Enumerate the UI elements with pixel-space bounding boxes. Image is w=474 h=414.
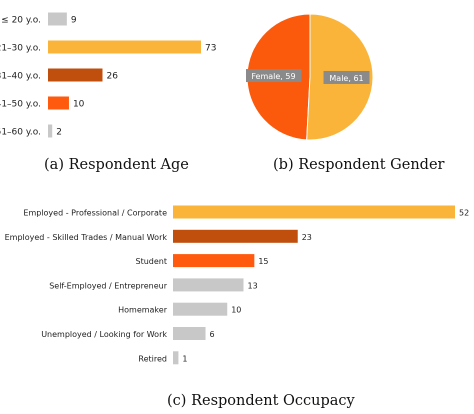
occupancy-category-label: Unemployed / Looking for Work xyxy=(41,330,167,339)
occupancy-category-label: Retired xyxy=(138,354,167,363)
caption-gender-text: Respondent Gender xyxy=(298,157,445,173)
age-category-label: 31–40 y.o. xyxy=(0,72,41,82)
gender-pie-chart: Female, 59 Male, 61 xyxy=(246,13,374,141)
occupancy-category-label: Student xyxy=(136,257,168,266)
caption-gender-letter: b xyxy=(278,157,288,173)
caption-gender: (b) Respondent Gender xyxy=(273,157,445,173)
caption-occupancy-letter: c xyxy=(172,393,181,409)
age-bar xyxy=(48,96,69,110)
caption-occupancy-text: Respondent Occupacy xyxy=(191,393,355,409)
age-value-label: 26 xyxy=(106,72,118,82)
age-category-label: 51–60 y.o. xyxy=(0,128,41,138)
occupancy-bar xyxy=(173,278,244,292)
pie-slice-label: Female, 59 xyxy=(251,72,295,81)
age-chart: ≤ 20 y.o. 9 21–30 y.o. 73 31–40 y.o. 26 41–50 … xyxy=(0,12,216,138)
occupancy-category-label: Homemaker xyxy=(118,306,168,315)
age-value-label: 10 xyxy=(73,100,85,110)
occupancy-value-label: 15 xyxy=(258,257,268,266)
occupancy-category-label: Employed - Skilled Trades / Manual Work xyxy=(5,233,168,242)
pie-label-background xyxy=(323,70,370,84)
age-value-label: 73 xyxy=(205,44,216,54)
occupancy-chart: Employed - Professional / Corporate 52 Emp… xyxy=(5,205,469,365)
occupancy-bar xyxy=(173,254,255,268)
age-bar xyxy=(48,12,67,26)
age-category-label: 21–30 y.o. xyxy=(0,44,41,54)
occupancy-value-label: 23 xyxy=(302,233,312,242)
occupancy-value-label: 52 xyxy=(459,209,469,218)
occupancy-bar xyxy=(173,302,228,316)
pie-slice-label: Male, 61 xyxy=(329,74,363,83)
occupancy-bar xyxy=(173,205,455,219)
occupancy-bar xyxy=(173,229,298,243)
caption-age: (a) Respondent Age xyxy=(44,157,189,173)
age-value-label: 9 xyxy=(71,16,77,26)
pie-label-background xyxy=(246,69,302,83)
age-bar xyxy=(48,68,103,82)
caption-age-text: Respondent Age xyxy=(68,157,189,173)
age-bar xyxy=(48,124,53,138)
occupancy-value-label: 10 xyxy=(231,306,241,315)
occupancy-value-label: 1 xyxy=(182,354,187,363)
caption-age-letter: a xyxy=(49,157,59,173)
occupancy-bar xyxy=(173,351,179,365)
age-bar xyxy=(48,40,201,54)
occupancy-category-label: Self-Employed / Entrepreneur xyxy=(49,281,168,290)
occupancy-value-label: 13 xyxy=(248,281,258,290)
occupancy-value-label: 6 xyxy=(210,330,215,339)
occupancy-category-label: Employed - Professional / Corporate xyxy=(23,209,167,218)
age-category-label: 41–50 y.o. xyxy=(0,100,41,110)
caption-occupancy: (c) Respondent Occupacy xyxy=(167,393,355,409)
age-value-label: 2 xyxy=(56,128,62,138)
age-category-label: ≤ 20 y.o. xyxy=(1,16,41,26)
occupancy-bar xyxy=(173,327,206,340)
